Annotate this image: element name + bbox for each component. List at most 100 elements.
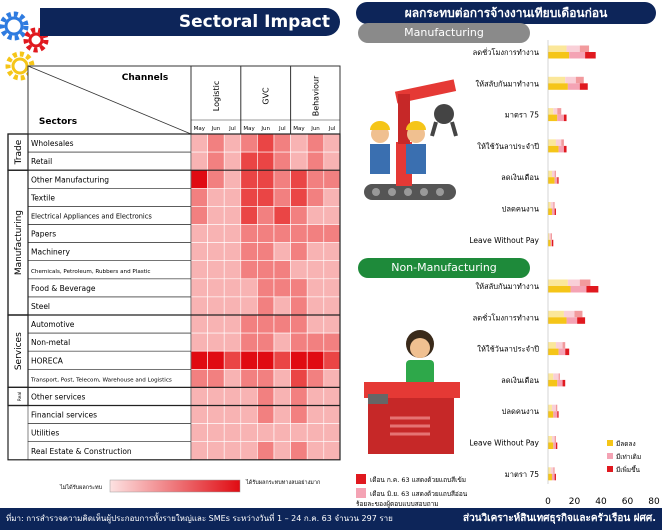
bar-prev-มีเท่าเดิม [551, 436, 555, 443]
bar-prev-มีเพิ่มขึ้น [558, 373, 560, 380]
sector-label: HORECA [31, 356, 64, 365]
sector-label: Non-metal [31, 338, 70, 347]
org-name: ส่วนวิเคราะห์สินเทศธุรกิจและครัวเรือน ฝศ… [463, 513, 656, 524]
bar-prev-มีเพิ่มขึ้น [554, 170, 556, 178]
bar-curr-มีเพิ่มขึ้น [565, 348, 570, 356]
bar-prev-มีลดลง [548, 467, 551, 474]
bar-curr-มีเพิ่มขึ้น [557, 411, 559, 418]
month-label: Jul [328, 126, 336, 132]
source-note: ที่มา: การสำรวจความคิดเห็นผู้ประกอบการทั… [6, 514, 393, 523]
group-label: Trade [14, 139, 24, 165]
bar-prev-มีลดลง [548, 373, 554, 380]
bar-curr-มีเท่าเดิม [567, 83, 580, 90]
bar-category-label: ให้สลับกันมาทำงาน [475, 79, 539, 88]
legend-high-label: ได้รับผลกระทบทางลบอย่างมาก [245, 479, 320, 486]
note-unit: ร้อยละของผู้ตอบแบบสอบถาม [356, 500, 439, 508]
x-tick-label: 60 [622, 497, 634, 507]
bar-prev-มีเพิ่มขึ้น [575, 76, 584, 84]
bar-prev-มีเท่าเดิม [553, 108, 558, 115]
sector-label: Chemicals, Petroleum, Rubbers and Plasti… [31, 269, 151, 275]
sector-label: Steel [31, 302, 50, 311]
bar-curr-มีลดลง [548, 239, 551, 247]
bar-curr-มีเท่าเดิม [569, 52, 586, 59]
bar-prev-มีเพิ่มขึ้น [555, 404, 558, 412]
sector-label: Retail [31, 157, 52, 166]
bar-category-label: ให้สลับกันมาทำงาน [475, 282, 539, 291]
bar-curr-มีเท่าเดิม [566, 317, 578, 324]
bar-curr-มีเท่าเดิม [554, 177, 558, 184]
bar-prev-มีลดลง [548, 108, 554, 115]
month-label: Jun [310, 126, 320, 132]
bar-category-label: ลดเงินเดือน [501, 173, 539, 182]
sector-label: Real Estate & Construction [31, 447, 132, 456]
bar-prev-มีเท่าเดิม [549, 233, 551, 240]
bar-curr-มีลดลง [548, 114, 558, 122]
legend-swatch [607, 453, 613, 459]
month-label: Jun [260, 126, 270, 132]
bar-curr-มีเท่าเดิม [553, 411, 558, 418]
worker-icon [370, 121, 426, 174]
bar-curr-มีลดลง [548, 473, 552, 481]
gear-icon-blue [0, 11, 29, 41]
bar-curr-มีเพิ่มขึ้น [554, 473, 556, 481]
channel-label-gvc: GVC [262, 87, 271, 105]
channels-label: Channels [122, 73, 168, 83]
bar-curr-มีเพิ่มขึ้น [563, 145, 567, 153]
bar-curr-มีเท่าเดิม [558, 348, 566, 356]
bar-curr-มีเท่าเดิม [570, 286, 587, 293]
bar-category-label: มาตรา 75 [505, 111, 539, 120]
bar-curr-มีลดลง [548, 52, 570, 59]
chart-title: ผลกระทบต่อการจ้างงานเทียบเดือนก่อน [356, 2, 656, 24]
bar-prev-มีเพิ่มขึ้น [562, 342, 566, 349]
bar-curr-มีเท่าเดิม [557, 114, 564, 122]
bar-prev-มีลดลง [548, 139, 556, 146]
bar-curr-มีลดลง [548, 379, 558, 387]
bar-prev-มีเพิ่มขึ้น [579, 45, 590, 52]
bar-curr-มีลดลง [548, 348, 559, 356]
bar-curr-มีลดลง [548, 286, 571, 293]
bar-prev-มีลดลง [548, 279, 568, 286]
bar-curr-มีเท่าเดิม [550, 239, 552, 247]
note-curr: เดือน ก.ค. 63 แสดงด้วยแถบสีเข้ม [370, 476, 466, 484]
bar-category-label: ลดเงินเดือน [501, 376, 539, 385]
bar-curr-มีลดลง [548, 145, 559, 153]
bar-category-label: ปลดคนงาน [502, 407, 539, 416]
bar-curr-มีเท่าเดิม [557, 379, 563, 387]
bar-prev-มีเท่าเดิม [551, 404, 556, 412]
sectors-label: Sectors [39, 117, 77, 127]
sector-label: Electrical Appliances and Electronics [31, 212, 152, 220]
sector-label: Automotive [31, 320, 75, 329]
month-label: Jul [228, 126, 236, 132]
sector-label: Utilities [31, 429, 59, 438]
bar-prev-มีเพิ่มขึ้น [579, 279, 591, 286]
bar-prev-มีเท่าเดิม [553, 373, 559, 380]
bar-curr-มีลดลง [548, 177, 555, 184]
bar-category-label: ให้ใช้วันลาประจำปี [477, 345, 539, 354]
bar-category-label: Leave Without Pay [469, 439, 539, 448]
bar-curr-มีเท่าเดิม [551, 208, 555, 215]
note-prev: เดือน มิ.ย. 63 แสดงด้วยแถบสีอ่อน [370, 490, 468, 498]
bar-curr-มีเพิ่มขึ้น [579, 83, 588, 90]
bar-prev-มีเพิ่มขึ้น [561, 139, 564, 146]
bar-prev-มีลดลง [548, 404, 552, 412]
sector-label: Other services [31, 392, 86, 401]
bar-curr-มีเพิ่มขึ้น [585, 52, 596, 59]
channel-label-logistic: Logistic [212, 81, 221, 111]
month-label: May [293, 126, 305, 132]
panel-label-non-manufacturing: Non-Manufacturing [358, 258, 530, 278]
sector-label: Other Manufacturing [31, 175, 109, 184]
heatmap-header [27, 65, 341, 135]
stacked-bar-chart: ลดชั่วโมงการทำงานให้สลับกันมาทำงานมาตรา … [356, 40, 660, 508]
bar-prev-มีเท่าเดิม [563, 310, 575, 318]
heatmap: Channels Sectors Logistic May Jun Jul GVC May Ju… [7, 65, 341, 493]
x-tick-label: 20 [569, 497, 581, 507]
bar-prev-มีเท่าเดิม [551, 170, 555, 178]
bar-prev-มีเพิ่มขึ้น [553, 202, 555, 209]
bar-prev-มีลดลง [548, 233, 550, 240]
bar-prev-มีเท่าเดิม [555, 139, 562, 146]
gear-icon-red [23, 27, 49, 53]
sector-label: Machinery [31, 248, 70, 257]
bar-prev-มีลดลง [548, 170, 552, 178]
bar-prev-มีเท่าเดิม [550, 467, 554, 474]
bar-category-label: มาตรา 75 [505, 470, 539, 479]
